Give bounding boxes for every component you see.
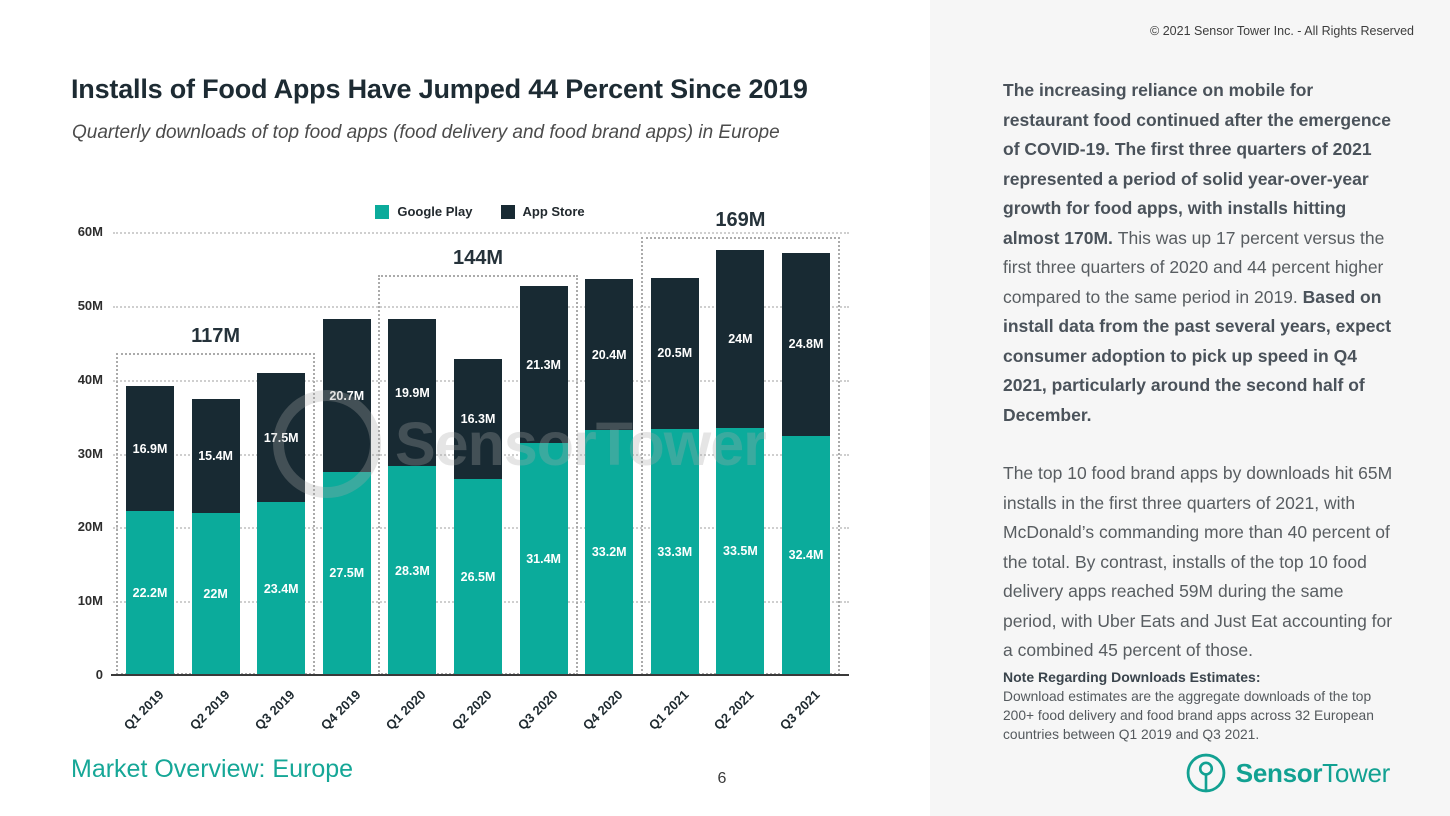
legend-item: App Store <box>500 204 585 219</box>
bar-value-label: 26.5M <box>460 570 496 585</box>
bar-segment-app-store: 19.9M <box>388 319 437 467</box>
bar-value-label: 17.5M <box>263 430 299 445</box>
copyright-line: © 2021 Sensor Tower Inc. - All Rights Re… <box>1150 24 1414 38</box>
bar-value-label: 33.2M <box>591 545 627 560</box>
bar-value-label: 20.4M <box>591 347 627 362</box>
logo-word-sensor: Sensor <box>1235 757 1323 788</box>
x-axis-tick-label: Q2 2021 <box>711 687 757 733</box>
y-axis-tick-label: 60M <box>77 224 103 239</box>
note-body: Download estimates are the aggregate dow… <box>1003 689 1374 742</box>
bar-value-label: 28.3M <box>395 563 430 578</box>
analysis-paragraph-2: The top 10 food brand apps by downloads … <box>1003 463 1393 660</box>
bold-text-segment: Based on install data from the past seve… <box>1003 286 1392 425</box>
bar-value-label: 16.3M <box>460 412 496 427</box>
bar-value-label: 33.5M <box>723 544 758 559</box>
legend-swatch-icon <box>375 204 390 219</box>
group-total-label: 169M <box>715 209 766 232</box>
legend-item: Google Play <box>375 204 473 219</box>
page-title: Installs of Food Apps Have Jumped 44 Per… <box>71 74 808 104</box>
bar-segment-google-play: 22M <box>191 512 240 675</box>
bar-segment-google-play: 27.5M <box>322 471 371 675</box>
bar-value-label: 20.5M <box>657 346 693 361</box>
x-axis-tick-label: Q2 2020 <box>448 687 495 733</box>
legend-swatch-icon <box>500 204 515 219</box>
bar-value-label: 15.4M <box>198 448 233 463</box>
bar-value-label: 19.9M <box>395 385 430 400</box>
bar-value-label: 27.5M <box>329 566 365 581</box>
bold-text-segment: The increasing reliance on mobile for re… <box>1003 80 1391 248</box>
legend-label: Google Play <box>397 204 473 219</box>
chart-pane: Installs of Food Apps Have Jumped 44 Per… <box>71 74 849 787</box>
gridline <box>113 232 849 234</box>
bar-segment-app-store: 24.8M <box>782 252 830 436</box>
x-axis-tick-label: Q1 2019 <box>120 687 167 733</box>
bar-value-label: 31.4M <box>526 552 561 567</box>
x-axis-tick-label: Q1 2020 <box>383 687 429 733</box>
bar-segment-app-store: 16.9M <box>126 386 174 512</box>
y-axis-tick-label: 50M <box>77 297 103 313</box>
bar-value-label: 24.8M <box>788 337 824 352</box>
x-axis-line <box>111 674 849 676</box>
group-total-label: 144M <box>452 246 504 269</box>
page-subtitle: Quarterly downloads of top food apps (fo… <box>72 122 780 143</box>
sensor-tower-logo: SensorTower <box>1185 752 1390 794</box>
analysis-paragraph-1: The increasing reliance on mobile for re… <box>1003 76 1397 430</box>
bar-segment-app-store: 20.5M <box>650 277 699 430</box>
bar-segment-app-store: 24M <box>716 250 765 428</box>
bar-segment-google-play: 33.3M <box>650 429 699 675</box>
x-axis-tick-label: Q2 2019 <box>186 687 233 733</box>
text-pane: © 2021 Sensor Tower Inc. - All Rights Re… <box>930 0 1450 816</box>
bar-value-label: 16.9M <box>132 441 168 456</box>
bar-segment-app-store: 15.4M <box>191 398 240 513</box>
y-axis-tick-label: 40M <box>77 371 103 387</box>
footer-section-label: Market Overview: Europe <box>71 755 354 783</box>
bar-segment-google-play: 28.3M <box>388 466 437 675</box>
bar-value-label: 24M <box>728 332 753 347</box>
x-axis-tick-label: Q3 2020 <box>514 687 561 733</box>
bar-value-label: 32.4M <box>788 548 824 563</box>
group-total-label: 117M <box>191 325 241 348</box>
bar-segment-google-play: 26.5M <box>454 479 502 675</box>
bar-value-label: 20.7M <box>329 388 365 403</box>
x-axis-tick-label: Q4 2019 <box>317 687 364 733</box>
y-axis-tick-label: 0 <box>95 667 103 682</box>
note-title: Note Regarding Downloads Estimates: <box>1003 669 1261 685</box>
y-axis-tick-label: 20M <box>77 519 103 535</box>
chart-legend: Google Play App Store <box>115 204 845 219</box>
bar-segment-app-store: 16.3M <box>454 359 502 480</box>
legend-label: App Store <box>522 204 585 219</box>
bar-value-label: 22.2M <box>132 586 168 601</box>
stacked-bar-chart: SensorTower 0 10M 20M 30M 40M 50M 60M 117M 144M 1… <box>78 209 849 733</box>
bar-segment-app-store: 21.3M <box>519 285 568 444</box>
bar-segment-google-play: 23.4M <box>257 502 306 675</box>
page-number: 6 <box>717 770 727 787</box>
bar-value-label: 23.4M <box>263 581 299 596</box>
x-axis-tick-label: Q3 2019 <box>251 687 298 733</box>
sensor-tower-logo-text: SensorTower <box>1235 757 1391 789</box>
bar-value-label: 21.3M <box>526 357 561 372</box>
text-segment: This was up 17 percent versus the first … <box>1003 227 1385 307</box>
logo-word-tower: Tower <box>1322 757 1390 788</box>
bar-value-label: 33.3M <box>657 545 693 560</box>
bar-segment-google-play: 32.4M <box>782 435 830 675</box>
sensor-tower-logo-icon <box>1186 753 1226 793</box>
y-axis-tick-label: 30M <box>77 445 103 461</box>
y-axis-tick-label: 10M <box>77 593 103 609</box>
bar-segment-app-store: 20.7M <box>322 319 371 472</box>
bar-segment-app-store: 17.5M <box>257 373 306 503</box>
bar-segment-google-play: 33.5M <box>716 427 765 675</box>
bar-value-label: 22M <box>203 586 228 601</box>
bar-segment-google-play: 31.4M <box>519 443 568 675</box>
x-axis-tick-label: Q1 2021 <box>645 687 692 733</box>
bar-segment-app-store: 20.4M <box>585 279 634 430</box>
bar-segment-google-play: 22.2M <box>126 511 174 675</box>
x-axis-tick-label: Q4 2020 <box>579 687 626 733</box>
x-axis-tick-label: Q3 2021 <box>776 687 823 733</box>
methodology-note: Note Regarding Downloads Estimates: Down… <box>1003 669 1397 744</box>
gridline <box>113 305 849 308</box>
bar-segment-google-play: 33.2M <box>585 429 634 675</box>
